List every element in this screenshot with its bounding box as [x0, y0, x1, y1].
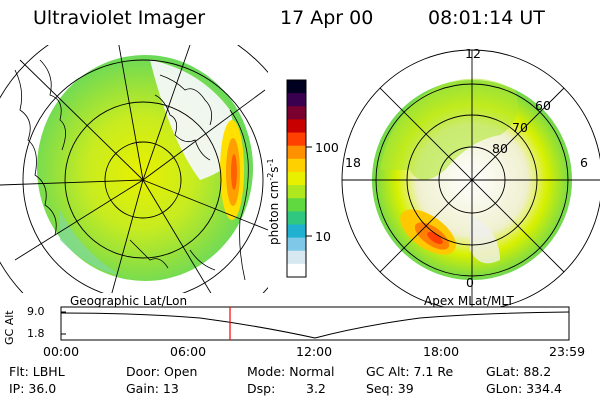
date-label: 17 Apr 00	[280, 7, 374, 29]
geographic-label: Geographic Lat/Lon	[70, 294, 188, 308]
status-gc-alt: GC Alt: 7.1 Re	[366, 364, 454, 379]
colorbar-tick-10: 10	[315, 229, 331, 244]
mlat-label-60: 60	[535, 98, 551, 113]
colorbar-swatch	[287, 158, 306, 173]
colorbar-swatch	[287, 132, 306, 147]
status-mode: Mode: Normal	[247, 364, 335, 379]
status-seq: Seq: 39	[366, 381, 414, 396]
colorbar-swatch	[287, 211, 306, 225]
timeline-xtick-2359: 23:59	[549, 344, 586, 359]
status-door: Door: Open	[126, 364, 198, 379]
colorbar-swatch	[287, 80, 306, 94]
time-label: 08:01:14 UT	[428, 7, 545, 29]
mlat-label-80: 80	[492, 141, 508, 156]
status-glon: GLon: 334.4	[486, 381, 562, 396]
colorbar-swatch	[287, 198, 306, 212]
colorbar-swatch	[287, 93, 306, 107]
timeline-xtick-1200: 12:00	[296, 344, 333, 359]
status-dsp-label: Dsp:	[247, 381, 276, 396]
status-glat: GLat: 88.2	[486, 364, 552, 379]
colorbar-swatch	[287, 263, 306, 278]
status-filter: Flt: LBHL	[9, 364, 65, 379]
coastlines	[14, 59, 249, 281]
timeline-y-label: GC Alt	[3, 310, 16, 345]
timeline-xtick-0000: 00:00	[43, 344, 80, 359]
lat-lon-grid	[0, 45, 268, 293]
status-ip: IP: 36.0	[9, 381, 57, 396]
mlat-mlt-grid	[341, 49, 600, 311]
colorbar-swatch	[287, 171, 306, 186]
apex-label: Apex MLat/MLT	[424, 294, 514, 308]
colorbar-swatch	[287, 145, 306, 160]
timeline-ytick-9: 9.0	[27, 305, 45, 318]
geographic-image	[0, 45, 268, 293]
altitude-timeline	[60, 306, 570, 341]
mlt-label-18: 18	[345, 155, 361, 170]
timeline-xtick-1800: 18:00	[423, 344, 460, 359]
mlat-label-70: 70	[512, 120, 528, 135]
colorbar-swatch	[287, 224, 306, 239]
colorbar-swatch	[287, 237, 306, 252]
colorbar-tick-100: 100	[315, 140, 339, 155]
timeline-xtick-0600: 06:00	[170, 344, 207, 359]
colorbar-unit-label: photon cm-2s-1	[266, 158, 281, 245]
magnetic-image	[341, 49, 600, 311]
mlt-label-0: 0	[466, 275, 474, 290]
mlt-label-6: 6	[580, 155, 588, 170]
mlt-label-12: 12	[465, 46, 481, 61]
colorbar	[286, 79, 312, 278]
status-gain: Gain: 13	[126, 381, 179, 396]
colorbar-swatch	[287, 119, 306, 134]
app-title: Ultraviolet Imager	[33, 7, 206, 29]
timeline-ytick-1.8: 1.8	[27, 327, 45, 340]
colorbar-swatch	[287, 106, 306, 120]
status-dsp-value: 3.2	[306, 381, 326, 396]
colorbar-swatch	[287, 185, 306, 199]
colorbar-swatch	[287, 250, 306, 265]
